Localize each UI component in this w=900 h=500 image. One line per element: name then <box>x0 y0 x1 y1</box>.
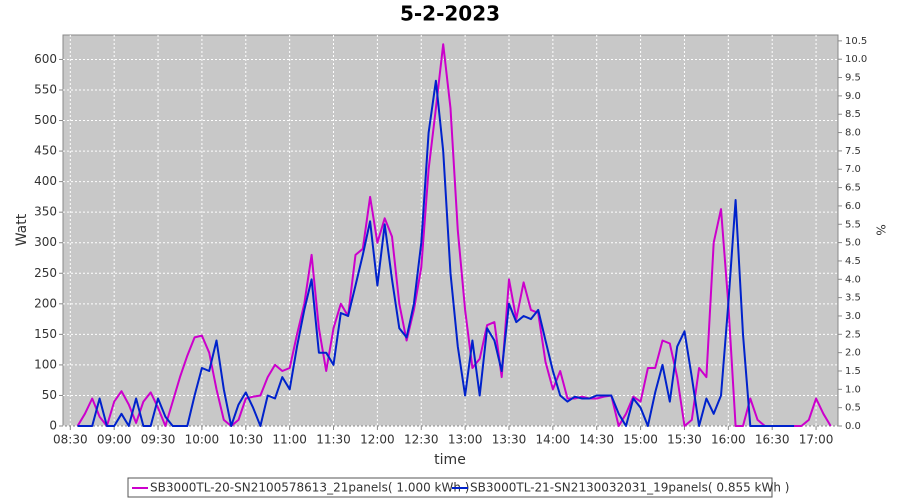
x-tick-label: 16:00 <box>711 433 746 447</box>
y-tick-label: 300 <box>34 235 57 249</box>
x-tick-label: 10:00 <box>185 433 220 447</box>
series-line <box>76 43 832 427</box>
y2-tick-label: 10.0 <box>845 54 867 65</box>
y2-axis-label: % <box>874 224 888 235</box>
y2-tick-label: 5.0 <box>845 238 861 249</box>
x-tick-label: 13:30 <box>492 433 527 447</box>
x-tick-label: 13:00 <box>448 433 483 447</box>
x-tick-label: 14:00 <box>536 433 571 447</box>
y2-tick-label: 7.5 <box>845 146 861 157</box>
x-tick-label: 08:30 <box>53 433 88 447</box>
y-tick-label: 500 <box>34 113 57 127</box>
x-tick-label: 11:30 <box>316 433 351 447</box>
series-line <box>77 79 795 427</box>
y2-tick-label: 3.0 <box>845 311 861 322</box>
x-tick-label: 17:00 <box>799 433 834 447</box>
y2-tick-label: 0.5 <box>845 403 861 414</box>
x-tick-label: 15:00 <box>623 433 658 447</box>
y2-tick-label: 5.5 <box>845 219 861 230</box>
y-tick-label: 0 <box>49 419 57 433</box>
y-tick-label: 400 <box>34 174 57 188</box>
y2-tick-label: 4.5 <box>845 256 861 267</box>
x-tick-label: 10:30 <box>228 433 263 447</box>
y2-tick-label: 0.0 <box>845 421 861 432</box>
y2-tick-label: 2.0 <box>845 348 861 359</box>
y2-tick-label: 2.5 <box>845 329 861 340</box>
x-tick-label: 16:30 <box>755 433 790 447</box>
y-tick-label: 100 <box>34 357 57 371</box>
y-tick-label: 150 <box>34 327 57 341</box>
x-tick-label: 11:00 <box>272 433 307 447</box>
x-tick-label: 09:30 <box>141 433 176 447</box>
legend <box>127 477 773 498</box>
y-tick-label: 250 <box>34 266 57 280</box>
y2-tick-label: 6.0 <box>845 201 861 212</box>
y-tick-label: 50 <box>42 388 57 402</box>
x-tick-label: 12:00 <box>360 433 395 447</box>
x-tick-label: 15:30 <box>667 433 702 447</box>
y-tick-label: 350 <box>34 205 57 219</box>
y2-tick-label: 8.5 <box>845 109 861 120</box>
x-tick-label: 09:00 <box>97 433 132 447</box>
y2-tick-label: 9.5 <box>845 73 861 84</box>
chart-title: 5-2-2023 <box>400 2 500 26</box>
y2-tick-label: 7.0 <box>845 164 861 175</box>
y2-tick-label: 8.0 <box>845 128 861 139</box>
y2-tick-label: 6.5 <box>845 183 861 194</box>
legend-label: SB3000TL-21-SN2130032031_19panels( 0.855… <box>470 481 789 495</box>
x-tick-label: 14:30 <box>579 433 614 447</box>
y2-tick-label: 1.5 <box>845 366 861 377</box>
x-tick-label: 12:30 <box>404 433 439 447</box>
y2-tick-label: 3.5 <box>845 293 861 304</box>
y-tick-label: 450 <box>34 144 57 158</box>
y-tick-label: 600 <box>34 52 57 66</box>
y-axis-label: Watt <box>14 213 30 246</box>
y2-tick-label: 1.0 <box>845 384 861 395</box>
y2-tick-label: 4.0 <box>845 274 861 285</box>
y2-tick-label: 10.5 <box>845 36 867 47</box>
x-axis-label: time <box>434 452 466 468</box>
y2-tick-label: 9.0 <box>845 91 861 102</box>
y-tick-label: 200 <box>34 296 57 310</box>
legend-label: SB3000TL-20-SN2100578613_21panels( 1.000… <box>150 481 469 495</box>
y-tick-label: 550 <box>34 82 57 96</box>
